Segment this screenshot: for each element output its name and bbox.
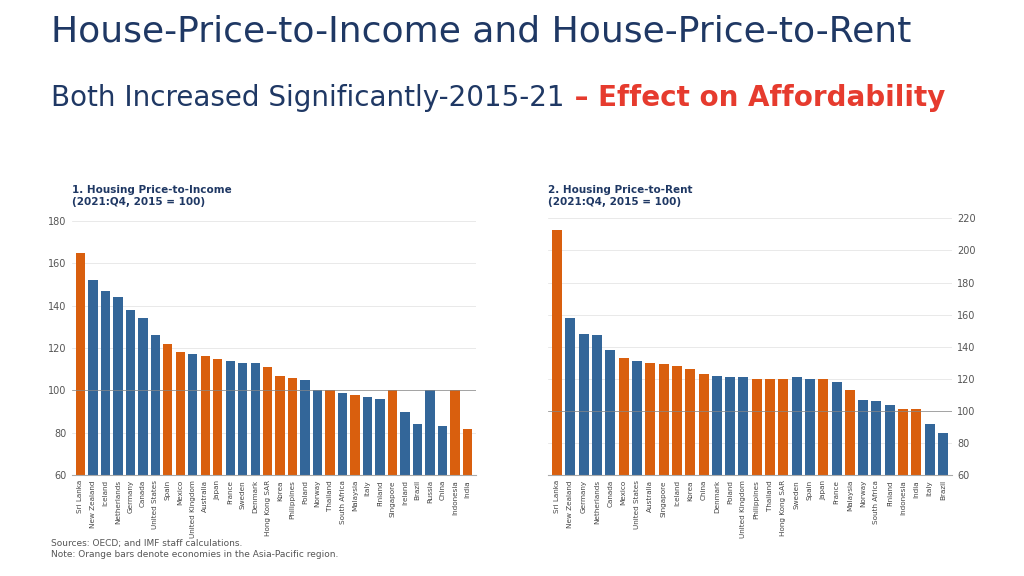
- Bar: [100, 291, 110, 475]
- Bar: [885, 404, 895, 475]
- Bar: [326, 391, 335, 475]
- Bar: [225, 361, 234, 475]
- Bar: [413, 425, 422, 475]
- Bar: [805, 379, 815, 475]
- Bar: [778, 379, 788, 475]
- Bar: [362, 397, 373, 475]
- Bar: [425, 391, 434, 475]
- Bar: [938, 434, 948, 475]
- Bar: [552, 229, 562, 475]
- Bar: [579, 334, 589, 475]
- Bar: [592, 335, 602, 475]
- Bar: [658, 365, 669, 475]
- Bar: [898, 410, 908, 475]
- Bar: [672, 366, 682, 475]
- Bar: [175, 353, 185, 475]
- Bar: [313, 391, 323, 475]
- Bar: [752, 379, 762, 475]
- Bar: [400, 412, 410, 475]
- Bar: [114, 297, 123, 475]
- Bar: [712, 376, 722, 475]
- Bar: [76, 253, 85, 475]
- Bar: [618, 358, 629, 475]
- Text: 2. Housing Price-to-Rent
(2021:Q4, 2015 = 100): 2. Housing Price-to-Rent (2021:Q4, 2015 …: [548, 185, 692, 207]
- Bar: [632, 361, 642, 475]
- Bar: [831, 382, 842, 475]
- Bar: [605, 350, 615, 475]
- Text: Both Increased Significantly-2015-21: Both Increased Significantly-2015-21: [51, 84, 564, 112]
- Bar: [388, 391, 397, 475]
- Text: Sources: OECD; and IMF staff calculations.
Note: Orange bars denote economies in: Sources: OECD; and IMF staff calculation…: [51, 539, 339, 559]
- Bar: [818, 379, 828, 475]
- Text: House-Price-to-Income and House-Price-to-Rent: House-Price-to-Income and House-Price-to…: [51, 14, 911, 48]
- Bar: [376, 399, 385, 475]
- Bar: [792, 377, 802, 475]
- Bar: [288, 378, 297, 475]
- Bar: [138, 319, 147, 475]
- Text: – Effect on Affordability: – Effect on Affordability: [564, 84, 945, 112]
- Bar: [438, 426, 447, 475]
- Bar: [126, 310, 135, 475]
- Bar: [645, 363, 655, 475]
- Bar: [88, 280, 97, 475]
- Bar: [725, 377, 735, 475]
- Bar: [263, 367, 272, 475]
- Bar: [738, 377, 749, 475]
- Bar: [451, 391, 460, 475]
- Bar: [151, 335, 160, 475]
- Bar: [925, 424, 935, 475]
- Text: 1. Housing Price-to-Income
(2021:Q4, 2015 = 100): 1. Housing Price-to-Income (2021:Q4, 201…: [72, 185, 231, 207]
- Bar: [350, 395, 359, 475]
- Bar: [858, 400, 868, 475]
- Bar: [238, 363, 248, 475]
- Bar: [251, 363, 260, 475]
- Bar: [871, 401, 882, 475]
- Bar: [163, 344, 172, 475]
- Bar: [300, 380, 310, 475]
- Bar: [213, 359, 222, 475]
- Bar: [911, 410, 922, 475]
- Bar: [765, 379, 775, 475]
- Bar: [275, 376, 285, 475]
- Bar: [845, 390, 855, 475]
- Bar: [565, 318, 575, 475]
- Bar: [338, 392, 347, 475]
- Bar: [698, 374, 709, 475]
- Bar: [685, 369, 695, 475]
- Bar: [463, 429, 472, 475]
- Bar: [188, 354, 198, 475]
- Bar: [201, 357, 210, 475]
